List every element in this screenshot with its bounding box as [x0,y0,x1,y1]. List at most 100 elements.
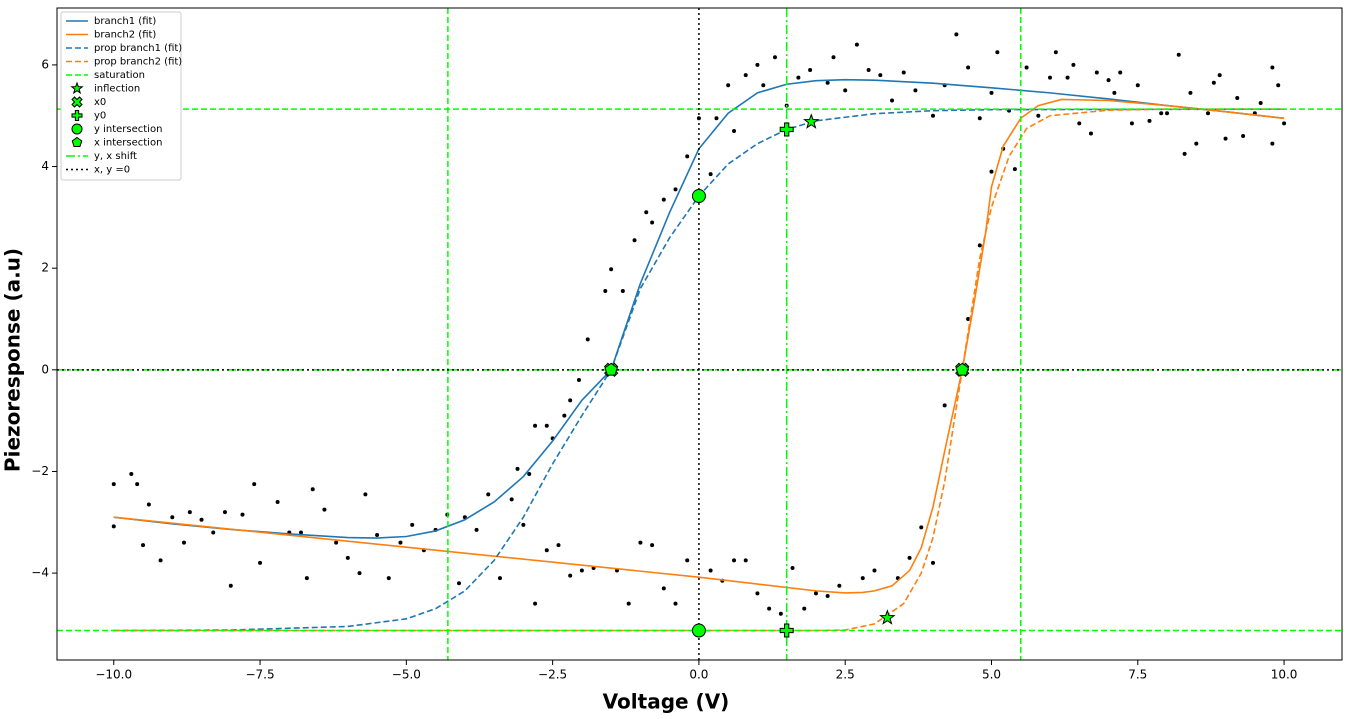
data-point [1053,50,1058,55]
legend-label: y intersection [94,124,162,135]
data-point [620,289,625,294]
data-point [854,42,859,47]
data-point [966,317,971,322]
data-point [989,169,994,174]
legend-marker [71,136,83,148]
data-point [954,32,959,37]
data-point [1094,70,1099,75]
y-tick-label: 2 [41,261,49,275]
data-point [544,548,549,553]
data-point [995,50,1000,55]
data-point [1088,131,1093,136]
data-point [860,576,865,581]
data-point [398,540,403,545]
data-point [878,73,883,78]
data-point [743,558,748,563]
y-tick-label: −2 [31,464,49,478]
data-point [1024,65,1029,70]
marker-circle [691,189,706,204]
data-point [181,540,186,545]
legend-label: prop branch2 (fit) [94,57,182,68]
legend-label: saturation [94,70,145,81]
data-point [1188,90,1193,95]
y-tick-label: 4 [41,159,49,173]
data-point [211,530,216,535]
data-point [778,611,783,616]
data-point [1241,134,1246,139]
data-point [650,220,655,225]
data-point [576,377,581,382]
data-point [890,98,895,103]
marker-star [803,113,820,129]
data-point [930,560,935,565]
data-point [632,238,637,243]
data-point [258,560,263,565]
y-tick-label: −4 [31,566,49,580]
data-point [363,492,368,497]
x-tick-label: −7.5 [245,668,274,682]
data-point [966,65,971,70]
x-tick-label: −10.0 [95,668,132,682]
data-point [146,502,151,507]
data-point [410,522,415,527]
data-point [568,398,573,403]
data-point [796,75,801,80]
data-point [685,558,690,563]
legend-label: branch1 (fit) [94,16,156,27]
data-point [802,606,807,611]
data-point [1235,95,1240,100]
plot-frame [56,7,1343,661]
marker-plus [779,122,794,137]
data-point [509,497,514,502]
marker-circle [691,623,706,638]
data-point [544,423,549,428]
data-point [527,472,532,477]
data-point [158,558,163,563]
y-axis-title: Piezoresponse (a.u) [1,248,25,472]
data-point [1194,141,1199,146]
data-point [837,583,842,588]
data-point [755,591,760,596]
data-point [977,116,982,121]
data-point [1276,83,1281,88]
data-point [1217,73,1222,78]
data-point [386,576,391,581]
data-point [521,522,526,527]
data-point [989,90,994,95]
legend: branch1 (fit) branch2 (fit) prop branch1 (… [60,11,182,181]
data-point [843,88,848,93]
data-point [1135,83,1140,88]
data-point [708,568,713,573]
data-point [1071,62,1076,67]
data-point [1118,70,1123,75]
legend-label: x, y =0 [94,165,130,176]
data-point [919,525,924,530]
data-point [761,83,766,88]
x-tick-label: 7.5 [1128,668,1147,682]
data-point [310,487,315,492]
data-point [673,601,678,606]
legend-marker [71,96,83,108]
data-point [228,583,233,588]
legend-label: x0 [94,97,106,108]
data-point [772,55,777,60]
data-point [345,555,350,560]
data-point [1065,75,1070,80]
y-tick-label: 6 [41,57,49,71]
x-tick-label: 5.0 [982,668,1001,682]
data-point [1270,141,1275,146]
data-point [813,591,818,596]
x-axis-title: Voltage (V) [603,690,730,714]
data-point [141,543,146,548]
data-point [1147,118,1152,123]
legend-marker [70,81,84,95]
data-point [732,128,737,133]
data-point [275,499,280,504]
data-point [1159,111,1164,116]
data-point [930,113,935,118]
data-point [497,576,502,581]
data-point [579,568,584,573]
data-point [457,581,462,586]
data-point [825,80,830,85]
legend-label: x intersection [94,138,162,149]
